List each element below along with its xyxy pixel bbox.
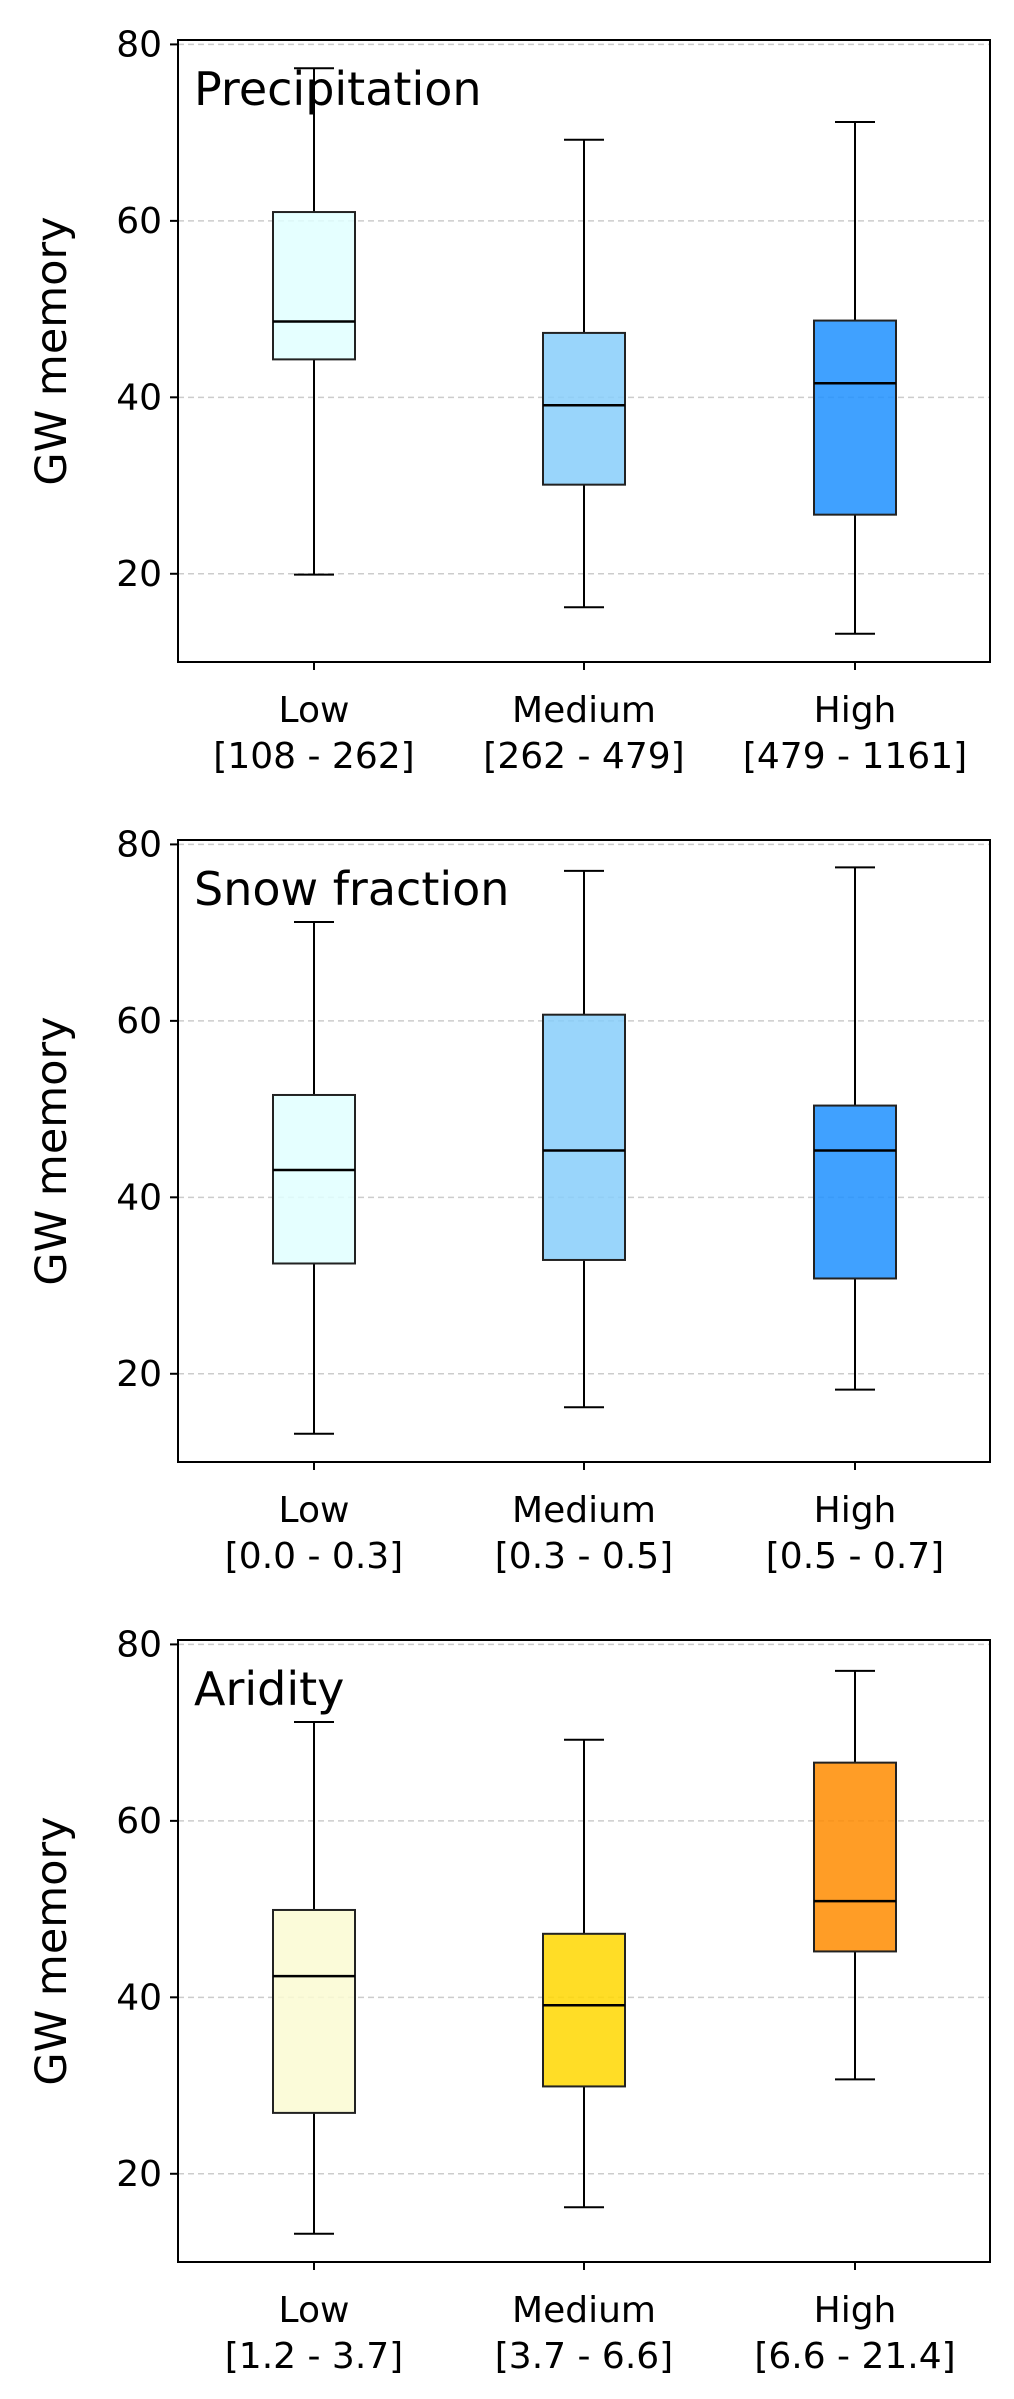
box-high xyxy=(813,121,897,635)
box-low xyxy=(272,921,356,1435)
y-tick-label: 60 xyxy=(116,1001,162,1042)
x-tick-label-range: [6.6 - 21.4] xyxy=(754,2336,955,2377)
box-iqr xyxy=(542,331,626,486)
y-axis-label: GW memory xyxy=(27,1016,77,1285)
y-tick-label: 20 xyxy=(116,554,162,595)
x-tick-label-category: High xyxy=(814,2290,897,2331)
x-tick-label-category: Medium xyxy=(512,1490,656,1531)
box-iqr xyxy=(542,1932,626,2088)
box-medium xyxy=(542,1738,626,2209)
x-tick-label-range: [108 - 262] xyxy=(213,736,414,777)
box-low xyxy=(272,67,356,576)
panel-1: 20 40 60 80 Low [108 - 262] Medium [262 - 479] H… xyxy=(27,24,991,777)
x-tick-label-range: [0.3 - 0.5] xyxy=(495,1536,673,1577)
panel-2: 20 40 60 80 Low [0.0 - 0.3] Medium [0.3 - 0.5] H… xyxy=(27,824,991,1577)
panel-title: Snow fraction xyxy=(194,862,509,916)
y-tick-label: 60 xyxy=(116,201,162,242)
x-tick-label-category: High xyxy=(814,1490,897,1531)
x-tick-label-category: Low xyxy=(279,690,350,731)
box-iqr xyxy=(272,1908,356,2114)
y-tick-label: 20 xyxy=(116,2154,162,2195)
x-tick-label-category: Medium xyxy=(512,690,656,731)
panel-title: Precipitation xyxy=(194,62,482,116)
box-iqr xyxy=(813,319,897,516)
y-tick-label: 40 xyxy=(116,1977,162,2018)
panel-3: 20 40 60 80 Low [1.2 - 3.7] Medium [3.7 - 6.6] H… xyxy=(27,1624,991,2377)
box-medium xyxy=(542,138,626,609)
box-iqr xyxy=(272,211,356,361)
y-tick-label: 40 xyxy=(116,1177,162,1218)
x-tick-label-range: [0.0 - 0.3] xyxy=(225,1536,403,1577)
box-high xyxy=(813,1669,897,2081)
box-medium xyxy=(542,869,626,1409)
y-tick-label: 40 xyxy=(116,377,162,418)
x-tick-label-range: [1.2 - 3.7] xyxy=(225,2336,403,2377)
x-tick-label-range: [0.5 - 0.7] xyxy=(766,1536,944,1577)
x-tick-label-category: Low xyxy=(279,2290,350,2331)
box-iqr xyxy=(272,1093,356,1265)
box-iqr xyxy=(542,1013,626,1261)
y-tick-label: 60 xyxy=(116,1801,162,1842)
panel-title: Aridity xyxy=(194,1662,344,1716)
y-tick-label: 20 xyxy=(116,1354,162,1395)
x-tick-label-range: [479 - 1161] xyxy=(743,736,967,777)
x-tick-label-category: Medium xyxy=(512,2290,656,2331)
x-tick-label-range: [3.7 - 6.6] xyxy=(495,2336,673,2377)
y-axis-label: GW memory xyxy=(27,216,77,485)
y-tick-label: 80 xyxy=(116,24,162,65)
x-tick-label-category: High xyxy=(814,690,897,731)
x-tick-label-category: Low xyxy=(279,1490,350,1531)
box-iqr xyxy=(813,1761,897,1953)
box-low xyxy=(272,1721,356,2235)
y-axis-label: GW memory xyxy=(27,1816,77,2085)
x-tick-label-range: [262 - 479] xyxy=(483,736,684,777)
y-tick-label: 80 xyxy=(116,824,162,865)
box-high xyxy=(813,866,897,1391)
y-tick-label: 80 xyxy=(116,1624,162,1665)
box-iqr xyxy=(813,1104,897,1280)
